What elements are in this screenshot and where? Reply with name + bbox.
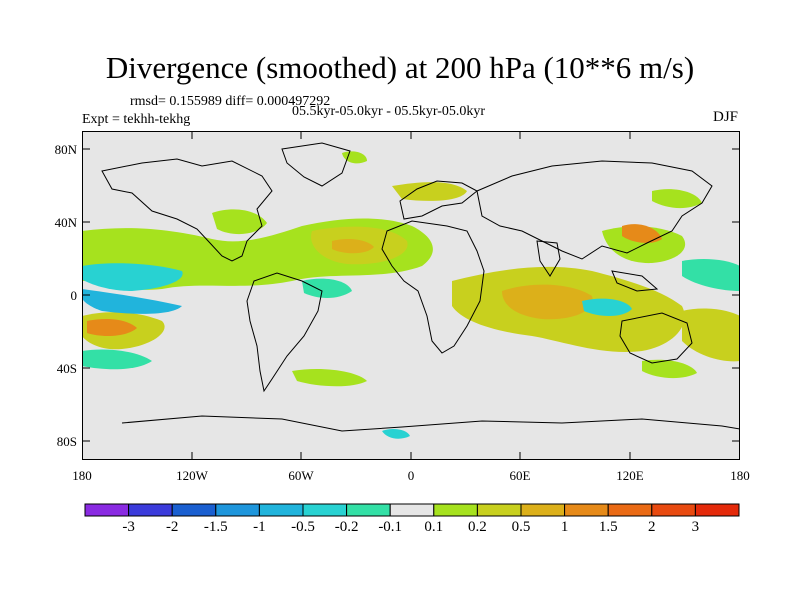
- x-tick-label: 0: [407, 468, 415, 483]
- plot-title: Divergence (smoothed) at 200 hPa (10**6 …: [105, 50, 695, 85]
- colorbar-label: -0.2: [334, 519, 359, 535]
- time-range-label: 05.5kyr-05.0kyr - 05.5kyr-05.0kyr: [292, 104, 486, 119]
- field-patch: [652, 189, 702, 209]
- colorbar-swatch: [84, 503, 130, 517]
- colorbar-swatch: [607, 503, 653, 517]
- colorbar-swatch: [302, 503, 348, 517]
- y-tick-label: 40S: [56, 361, 77, 376]
- colorbar-swatch: [564, 503, 609, 517]
- colorbar-swatch: [651, 503, 696, 517]
- y-tick-label: 40N: [54, 215, 77, 230]
- colorbar-swatch: [476, 503, 522, 517]
- field-patch: [682, 308, 740, 362]
- coastlines: [101, 142, 740, 432]
- colorbar-label: -1.5: [203, 519, 228, 535]
- colorbar-label: 1.5: [598, 519, 618, 535]
- colorbar-swatch: [520, 503, 566, 517]
- field-patch: [502, 284, 593, 320]
- colorbar-swatch: [694, 503, 740, 517]
- colorbar-label: 2: [648, 519, 656, 535]
- field-patch: [212, 209, 267, 235]
- colorbar-label: 0.2: [468, 519, 487, 535]
- field-patch: [292, 369, 367, 387]
- x-tick-label: 120E: [616, 468, 644, 483]
- colorbar-swatch: [128, 503, 173, 517]
- field-patch: [302, 278, 352, 298]
- field-patch: [332, 239, 374, 254]
- colorbar-label: -0.1: [378, 519, 403, 535]
- colorbar-label: -3: [122, 519, 135, 535]
- colorbar-swatch: [346, 503, 391, 517]
- colorbar-swatch: [258, 503, 304, 517]
- y-tick-label: 80S: [56, 434, 77, 449]
- colorbar-label: -0.5: [291, 519, 315, 535]
- field-patch: [622, 224, 662, 243]
- colorbar-label: 3: [691, 519, 700, 535]
- experiment-label: Expt = tekhh-tekhg: [82, 112, 191, 127]
- field-patch: [82, 289, 182, 314]
- divergence-field: [82, 151, 740, 439]
- colorbar-label: -2: [165, 519, 179, 535]
- colorbar-swatch: [433, 503, 478, 517]
- field-patch: [642, 359, 697, 379]
- field-patch: [82, 349, 152, 370]
- colorbar-swatch: [171, 503, 217, 517]
- stats-text: rmsd= 0.155989 diff= 0.000497292: [130, 94, 331, 109]
- colorbar-label: 1: [560, 519, 569, 535]
- axis-ticks: [82, 131, 740, 460]
- map-plot: [82, 131, 740, 460]
- x-tick-label: 60W: [288, 468, 314, 483]
- field-patch: [682, 258, 740, 291]
- x-tick-label: 180: [72, 468, 92, 483]
- field-patch: [87, 319, 137, 336]
- colorbar-swatch: [389, 503, 435, 517]
- field-patch: [82, 263, 183, 291]
- y-tick-label: 80N: [54, 142, 77, 157]
- field-patch: [582, 298, 632, 316]
- x-tick-label: 60E: [509, 468, 531, 483]
- colorbar-label: 0.1: [424, 519, 444, 535]
- x-tick-label: 180: [730, 468, 750, 483]
- colorbar: [84, 503, 740, 517]
- x-tick-label: 120W: [176, 468, 208, 483]
- colorbar-swatch: [215, 503, 260, 517]
- y-tick-label: 0: [70, 288, 78, 303]
- colorbar-label: -1: [253, 519, 266, 535]
- field-patch: [382, 428, 410, 439]
- season-label: DJF: [712, 109, 738, 125]
- colorbar-label: 0.5: [511, 519, 531, 535]
- field-patch: [392, 182, 467, 201]
